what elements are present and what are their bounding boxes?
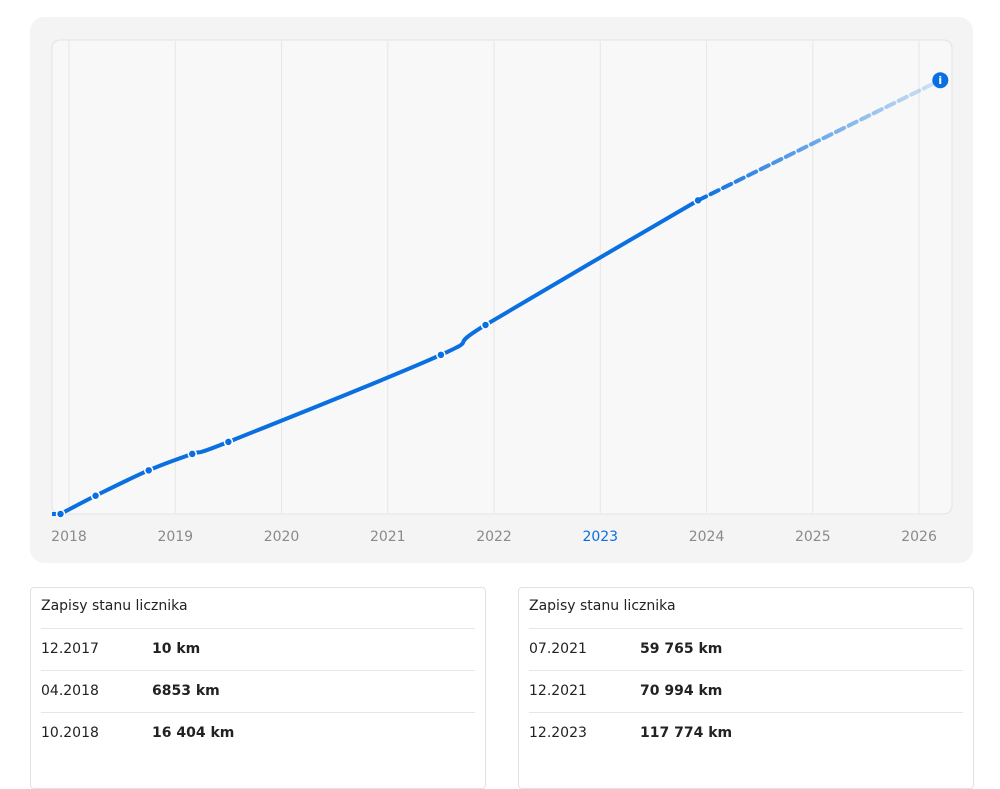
- x-tick-label: 2026: [901, 529, 937, 545]
- info-icon: [932, 72, 949, 89]
- table-title: Zapisy stanu licznika: [529, 598, 676, 614]
- date-cell: 12.2017: [41, 641, 99, 657]
- mileage-cell: 70 994 km: [640, 683, 723, 699]
- point: [480, 320, 491, 330]
- date-cell: 12.2023: [529, 725, 587, 741]
- point: [436, 350, 446, 360]
- mileage-cell: 59 765 km: [640, 641, 723, 657]
- table-row: 12.2021 70 994 km: [529, 670, 963, 713]
- point: [187, 449, 198, 459]
- table-row: 04.2018 6853 km: [41, 670, 475, 713]
- date-cell: 07.2021: [529, 641, 587, 657]
- readings-table: Zapisy stanu licznika 12.2017 10 km 04.2018…: [30, 587, 486, 789]
- mileage-cell: 117 774 km: [640, 725, 733, 741]
- point: [90, 491, 101, 501]
- point: [143, 465, 154, 476]
- x-tick-label: 2024: [689, 529, 725, 545]
- table-title: Zapisy stanu licznika: [41, 598, 188, 614]
- point: [55, 509, 66, 519]
- date-cell: 10.2018: [41, 725, 99, 741]
- date-cell: 04.2018: [41, 683, 99, 699]
- x-tick-label: 2025: [795, 529, 831, 545]
- chart: 2018 2019 2020 2021 2022 2023 2024 2025 2026 i: [51, 39, 953, 545]
- x-tick-label: 2019: [157, 529, 193, 545]
- info-glyph: i: [938, 74, 942, 87]
- mileage-cell: 6853 km: [152, 683, 220, 699]
- x-tick-label: 2018: [51, 529, 87, 545]
- line: [696, 78, 943, 203]
- x-tick-label: 2022: [476, 529, 512, 545]
- table-row: 12.2023 117 774 km: [529, 712, 963, 755]
- date-cell: 12.2021: [529, 683, 587, 699]
- table-row: 10.2018 16 404 km: [41, 712, 475, 755]
- x-tick-label: 2021: [370, 529, 406, 545]
- line: [58, 198, 701, 516]
- point: [223, 437, 234, 447]
- x-tick-label: 2020: [264, 529, 300, 545]
- page: {"chart_data": {"type": "line", "xlim": …: [30, 17, 974, 789]
- mileage-cell: 10 km: [152, 641, 201, 657]
- table-row: 07.2021 59 765 km: [529, 628, 963, 671]
- plot-area: [51, 39, 953, 515]
- x-tick-label: 2023: [582, 529, 618, 545]
- mileage-cell: 16 404 km: [152, 725, 235, 741]
- table-row: 12.2017 10 km: [41, 628, 475, 671]
- readings-table: Zapisy stanu licznika 07.2021 59 765 km 12.…: [518, 587, 974, 789]
- body: 2018 2019 2020 2021 2022 2023 2024 2025 2026 i Za…: [30, 17, 974, 789]
